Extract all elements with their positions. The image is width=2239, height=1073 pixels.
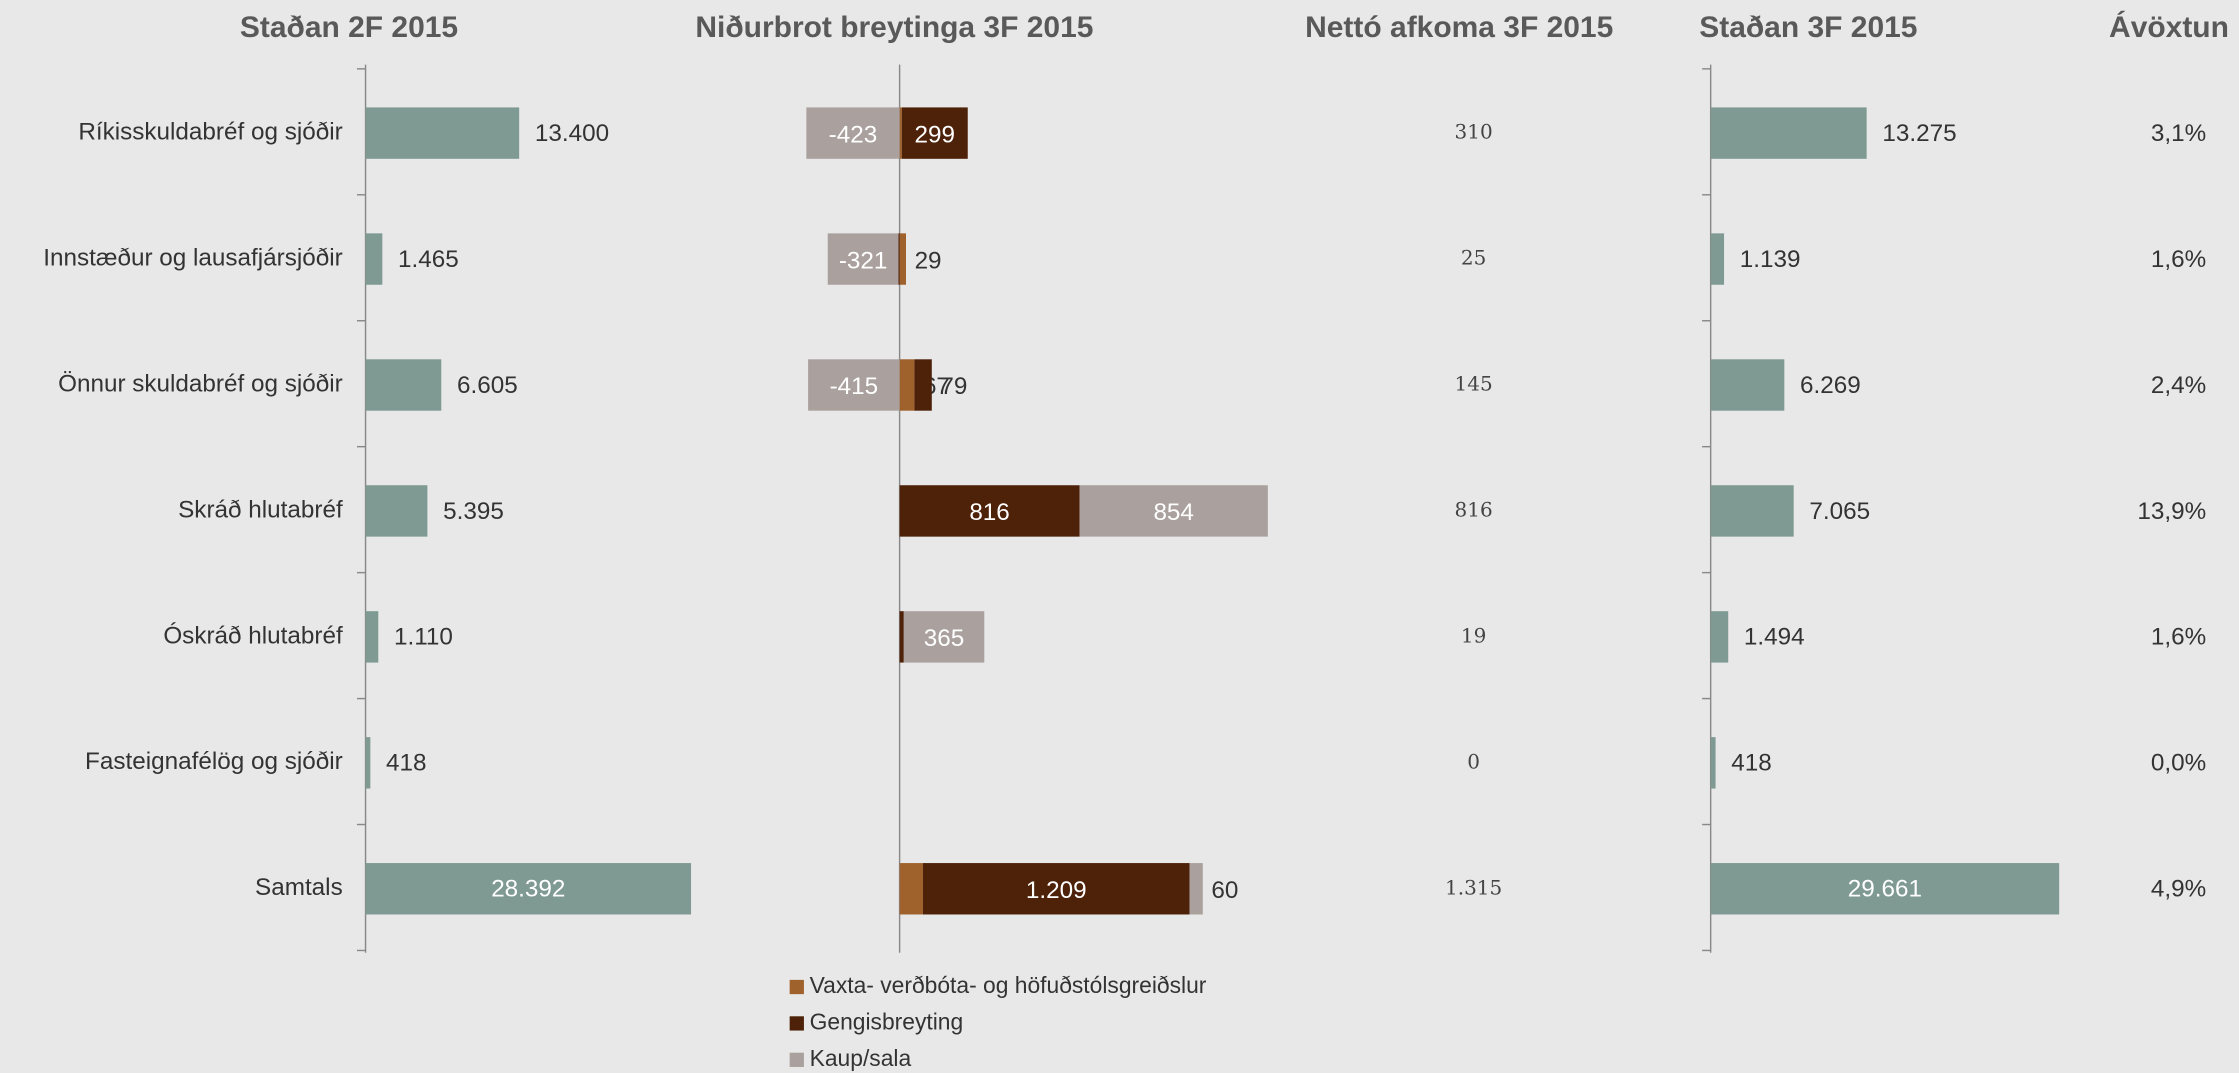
value-label: 418 <box>1731 750 1772 777</box>
value-label: 816 <box>969 499 1010 526</box>
value-label: 310 <box>1455 120 1493 144</box>
bar-segment <box>914 359 932 411</box>
category-label: Fasteignafélög og sjóðir <box>85 748 343 775</box>
bar <box>1710 233 1725 285</box>
category-label: Ríkisskuldabréf og sjóðir <box>78 119 342 146</box>
value-label: 1.465 <box>398 246 459 273</box>
value-label: 3,1% <box>2151 120 2206 147</box>
value-label: 4,9% <box>2151 876 2206 903</box>
bar <box>365 863 692 915</box>
bar-segment <box>903 611 985 663</box>
value-label: 7.065 <box>1809 498 1870 525</box>
value-label: 13.400 <box>535 120 609 147</box>
bar <box>1710 485 1794 537</box>
bar-segment <box>899 233 907 285</box>
value-label: 0 <box>1467 749 1480 773</box>
value-label: 299 <box>915 121 956 148</box>
value-label: 5.395 <box>443 498 504 525</box>
value-label: 816 <box>1455 497 1493 521</box>
legend-swatch <box>789 1016 804 1031</box>
bar <box>1710 737 1716 789</box>
bar-segment <box>899 485 1080 537</box>
value-label: -415 <box>830 373 879 400</box>
value-label: 145 <box>1455 371 1493 395</box>
value-label: 6.605 <box>457 372 518 399</box>
value-label: 0,0% <box>2151 750 2206 777</box>
bar <box>365 611 379 663</box>
bar-segment <box>1079 485 1268 537</box>
value-label: -423 <box>829 121 878 148</box>
bar <box>1710 863 2060 915</box>
value-label: -321 <box>839 247 888 274</box>
bar-segment <box>899 359 915 411</box>
chart-title: Staðan 3F 2015 <box>1699 11 1917 44</box>
value-label: 29 <box>915 247 942 274</box>
chart-title: Niðurbrot breytinga 3F 2015 <box>695 11 1093 44</box>
value-label: 19 <box>1461 623 1486 647</box>
value-label: 365 <box>924 625 965 652</box>
category-label: Samtals <box>255 874 343 901</box>
value-label: 1,6% <box>2151 624 2206 651</box>
value-label: 13,9% <box>2137 498 2206 525</box>
bar <box>1710 359 1785 411</box>
category-label: Önnur skuldabréf og sjóðir <box>58 370 343 397</box>
bar-segment <box>899 863 923 915</box>
category-label: Óskráð hlutabréf <box>163 622 343 649</box>
bar <box>365 485 428 537</box>
bar-segment <box>922 863 1190 915</box>
legend-label: Gengisbreyting <box>810 1008 964 1034</box>
bar-segment <box>899 611 904 663</box>
value-label: 28.392 <box>491 876 565 903</box>
bar <box>1710 107 1867 159</box>
bar-segment <box>806 107 900 159</box>
value-label: 60 <box>1211 877 1238 904</box>
value-label: 1.110 <box>394 624 453 651</box>
value-label: 1.315 <box>1445 875 1502 899</box>
value-label: 79 <box>940 373 967 400</box>
legend-swatch <box>789 979 804 995</box>
bar-segment <box>899 107 902 159</box>
value-label: 6.269 <box>1800 372 1861 399</box>
value-label: 1.494 <box>1744 624 1805 651</box>
bar-segment <box>808 359 900 411</box>
bar-segment <box>901 107 968 159</box>
value-label: 25 <box>1461 246 1486 270</box>
value-label: 1.139 <box>1740 246 1801 273</box>
bar <box>1710 611 1729 663</box>
value-label: 1.209 <box>1026 877 1087 904</box>
category-label: Skráð hlutabréf <box>178 496 343 523</box>
bar <box>365 359 442 411</box>
category-label: Innstæður og lausafjársjóðir <box>43 244 342 271</box>
value-label: 418 <box>386 750 427 777</box>
bar <box>365 233 383 285</box>
value-label: 1,6% <box>2151 246 2206 273</box>
value-label: 854 <box>1153 499 1194 526</box>
bar <box>365 737 371 789</box>
value-label: 29.661 <box>1848 876 1922 903</box>
legend-label: Vaxta- verðbóta- og höfuðstólsgreiðslur <box>810 972 1207 998</box>
bar-segment <box>827 233 899 285</box>
value-label: 2,4% <box>2151 372 2206 399</box>
chart-title: Staðan 2F 2015 <box>240 11 458 44</box>
chart-title: Ávöxtun <box>2109 10 2229 44</box>
bar-segment <box>1189 863 1203 915</box>
legend-swatch <box>789 1052 804 1067</box>
bar <box>365 107 520 159</box>
chart-title: Nettó afkoma 3F 2015 <box>1305 11 1613 44</box>
bar-segment <box>898 233 900 285</box>
legend-label: Kaup/sala <box>810 1045 912 1071</box>
value-label: 13.275 <box>1882 120 1956 147</box>
